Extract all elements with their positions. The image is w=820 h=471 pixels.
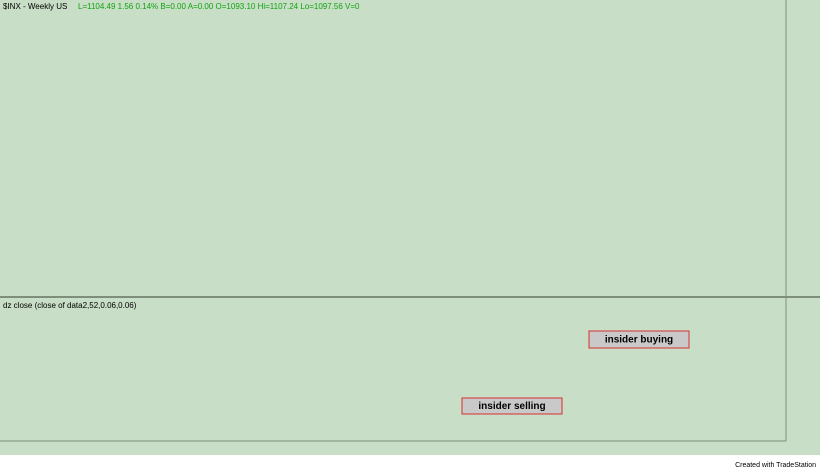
footer-background — [0, 455, 820, 471]
header-background — [0, 1, 385, 12]
annotation-box — [461, 397, 563, 415]
annotation: insider buying — [605, 335, 673, 346]
price-quote: L=1104.49 1.56 0.14% B=0.00 A=0.00 O=109… — [78, 2, 360, 11]
annotation: insider selling — [478, 401, 545, 412]
indicator-title: dz close (close of data2,52,0.06,0.06) — [3, 301, 137, 310]
credit: Created with TradeStation — [735, 462, 816, 469]
chart-background — [0, 0, 820, 455]
price-title: $INX - Weekly US — [3, 2, 67, 11]
annotation-box — [588, 330, 690, 349]
